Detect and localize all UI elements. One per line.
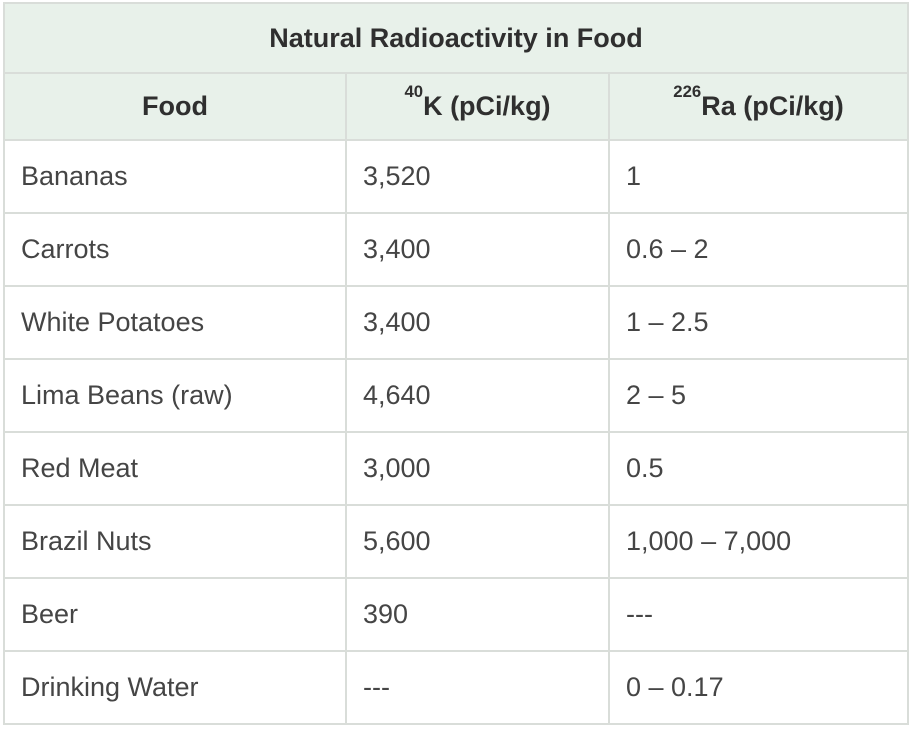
cell-ra226: 1 – 2.5 (607, 285, 910, 360)
cell-k40: 390 (345, 577, 610, 652)
cell-k40: 3,000 (345, 431, 610, 506)
cell-ra226: 2 – 5 (607, 358, 910, 433)
column-header-ra226-label: Ra (pCi/kg) (701, 91, 844, 121)
table-row: Carrots 3,400 0.6 – 2 (3, 212, 910, 287)
cell-food: Beer (3, 577, 347, 652)
table-row: Beer 390 --- (3, 577, 910, 652)
cell-k40: 3,400 (345, 285, 610, 360)
column-header-row: Food 40K (pCi/kg) 226Ra (pCi/kg) (3, 72, 910, 141)
cell-k40: 4,640 (345, 358, 610, 433)
table-row: Bananas 3,520 1 (3, 139, 910, 214)
cell-k40: 3,520 (345, 139, 610, 214)
cell-food: Red Meat (3, 431, 347, 506)
table-row: Lima Beans (raw) 4,640 2 – 5 (3, 358, 910, 433)
cell-food: Bananas (3, 139, 347, 214)
cell-k40: --- (345, 650, 610, 725)
cell-food: Lima Beans (raw) (3, 358, 347, 433)
column-header-k40: 40K (pCi/kg) (345, 72, 610, 141)
cell-ra226: 1,000 – 7,000 (607, 504, 910, 579)
cell-ra226: 0.5 (607, 431, 910, 506)
table-title-row: Natural Radioactivity in Food (2, 2, 910, 74)
table-row: Brazil Nuts 5,600 1,000 – 7,000 (3, 504, 910, 579)
radioactivity-table: Natural Radioactivity in Food Food 40K (… (2, 2, 910, 725)
table-row: White Potatoes 3,400 1 – 2.5 (3, 285, 910, 360)
cell-ra226: 0.6 – 2 (607, 212, 910, 287)
isotope-superscript-k40: 40 (404, 82, 424, 102)
column-header-food: Food (3, 72, 347, 141)
table-row: Red Meat 3,000 0.5 (3, 431, 910, 506)
page-title: Natural Radioactivity in Food (2, 2, 910, 74)
cell-k40: 3,400 (345, 212, 610, 287)
cell-ra226: --- (607, 577, 910, 652)
column-header-k40-label: K (pCi/kg) (423, 91, 551, 121)
cell-food: Drinking Water (3, 650, 347, 725)
cell-food: Brazil Nuts (3, 504, 347, 579)
column-header-ra226: 226Ra (pCi/kg) (607, 72, 910, 141)
cell-food: Carrots (3, 212, 347, 287)
cell-k40: 5,600 (345, 504, 610, 579)
cell-ra226: 0 – 0.17 (607, 650, 910, 725)
cell-ra226: 1 (607, 139, 910, 214)
table-row: Drinking Water --- 0 – 0.17 (3, 650, 910, 725)
cell-food: White Potatoes (3, 285, 347, 360)
isotope-superscript-ra226: 226 (673, 82, 702, 102)
